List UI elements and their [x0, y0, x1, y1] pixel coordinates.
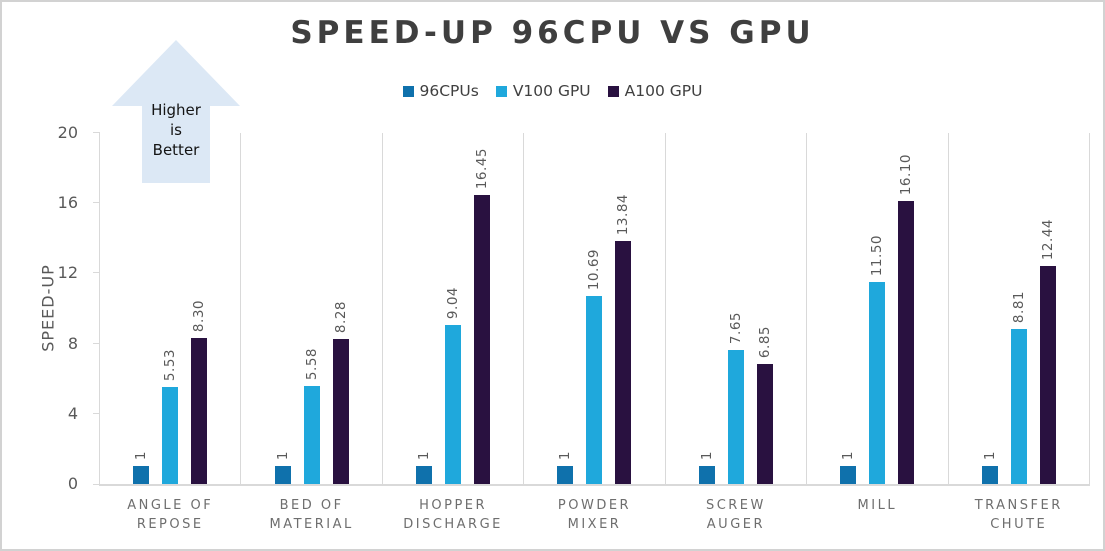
y-tick-label: 20 — [57, 123, 78, 142]
legend-swatch — [495, 85, 507, 97]
bar-96cpus: 1 — [557, 451, 574, 484]
chart-title: SPEED-UP 96CPU VS GPU — [290, 15, 815, 51]
chart-legend: 96CPUs V100 GPU A100 GPU — [2, 82, 1103, 100]
category-group: 1 5.58 8.28 BED OF MATERIAL — [241, 133, 383, 532]
bar-a100-gpu: 12.44 — [1039, 219, 1056, 484]
bar-group: 1 9.04 16.45 — [383, 133, 523, 484]
y-tick-label: 0 — [67, 474, 78, 493]
bar-v100-gpu: 9.04 — [445, 287, 462, 484]
bar-value-label: 1 — [698, 450, 715, 460]
legend-label: 96CPUs — [419, 82, 479, 100]
legend-swatch — [402, 85, 414, 97]
up-arrow-shape — [112, 40, 240, 183]
category-label: MILL — [857, 498, 898, 513]
bar-group: 1 5.53 8.30 — [100, 133, 240, 484]
bar-value-label: 5.58 — [303, 347, 320, 380]
bar-value-label: 12.44 — [1039, 218, 1056, 260]
bar-value-label: 8.28 — [332, 300, 349, 333]
bar-v100-gpu: 10.69 — [586, 249, 603, 484]
bar-value-label: 16.10 — [898, 153, 915, 195]
bar-a100-gpu: 8.30 — [191, 300, 208, 484]
bar-group: 1 8.81 12.44 — [949, 133, 1089, 484]
bar-96cpus: 1 — [274, 451, 291, 484]
category-label: TRANSFER CHUTE — [974, 498, 1063, 532]
bar-group: 1 7.65 6.85 — [666, 133, 806, 484]
bar-v100-gpu: 8.81 — [1010, 291, 1027, 484]
bar-v100-gpu: 5.58 — [303, 348, 320, 484]
legend-item: A100 GPU — [607, 82, 703, 100]
legend-label: V100 GPU — [512, 82, 591, 100]
y-tick-label: 8 — [67, 334, 78, 353]
bar-value-label: 6.85 — [756, 325, 773, 358]
category-group: 1 7.65 6.85 SCREW AUGER — [666, 133, 808, 532]
y-tick-mark — [93, 343, 100, 344]
category-label: BED OF MATERIAL — [269, 498, 354, 532]
bar-value-label: 5.53 — [162, 348, 179, 381]
category-group: 1 5.53 8.30 ANGLE OF REPOSE — [100, 133, 242, 532]
bar-96cpus: 1 — [133, 451, 150, 484]
bar-value-label: 11.50 — [869, 234, 886, 276]
bar-value-label: 7.65 — [727, 311, 744, 344]
category-group: 1 11.50 16.10 MILL — [807, 133, 949, 513]
bar-a100-gpu: 16.45 — [474, 148, 491, 484]
category-group: 1 8.81 12.44 TRANSFER CHUTE — [949, 133, 1090, 532]
y-tick-mark — [93, 413, 100, 414]
y-tick-mark — [93, 484, 100, 485]
y-tick-mark — [93, 132, 100, 133]
bar-value-label: 1 — [840, 450, 857, 460]
bar-a100-gpu: 13.84 — [615, 194, 632, 484]
bar-value-label: 1 — [133, 450, 150, 460]
legend-label: A100 GPU — [624, 82, 703, 100]
bar-a100-gpu: 8.28 — [332, 301, 349, 484]
annotation-text: Higher is Better — [151, 101, 201, 159]
bar-group: 1 10.69 13.84 — [524, 133, 664, 484]
bar-value-label: 16.45 — [474, 147, 491, 189]
bar-value-label: 8.30 — [191, 299, 208, 332]
y-tick-label: 16 — [57, 193, 78, 212]
bar-value-label: 10.69 — [586, 248, 603, 290]
bar-96cpus: 1 — [840, 451, 857, 484]
category-group: 1 10.69 13.84 POWDER MIXER — [524, 133, 666, 532]
higher-is-better-annotation: Higher is Better — [112, 40, 240, 183]
plot-area: 0 4 8 12 16 20 1 5.53 8.30 ANGLE OF REPOSE 1 5.58 8.… — [58, 124, 1090, 532]
category-label: POWDER MIXER — [557, 498, 632, 532]
bar-value-label: 1 — [557, 450, 574, 460]
bar-group: 1 11.50 16.10 — [807, 133, 947, 484]
bar-v100-gpu: 11.50 — [869, 235, 886, 484]
bar-value-label: 9.04 — [445, 286, 462, 319]
bar-v100-gpu: 7.65 — [727, 312, 744, 484]
y-tick-label: 4 — [67, 404, 78, 423]
category-label: SCREW AUGER — [705, 498, 766, 532]
bar-96cpus: 1 — [698, 451, 715, 484]
y-tick-mark — [93, 202, 100, 203]
bar-value-label: 13.84 — [615, 193, 632, 235]
y-tick-mark — [93, 272, 100, 273]
legend-item: V100 GPU — [495, 82, 591, 100]
category-label: ANGLE OF REPOSE — [127, 498, 214, 532]
legend-swatch — [607, 85, 619, 97]
bar-v100-gpu: 5.53 — [162, 349, 179, 484]
y-tick-label: 12 — [57, 263, 78, 282]
bar-group: 1 5.58 8.28 — [241, 133, 381, 484]
bar-96cpus: 1 — [981, 451, 998, 484]
category-group: 1 9.04 16.45 HOPPER DISCHARGE — [383, 133, 525, 532]
bar-value-label: 8.81 — [1010, 290, 1027, 323]
bar-value-label: 1 — [274, 450, 291, 460]
bar-value-label: 1 — [981, 450, 998, 460]
bar-96cpus: 1 — [416, 451, 433, 484]
legend-item: 96CPUs — [402, 82, 479, 100]
category-label: HOPPER DISCHARGE — [403, 498, 503, 532]
bar-a100-gpu: 6.85 — [756, 326, 773, 484]
up-arrow-icon — [112, 40, 240, 183]
bar-value-label: 1 — [416, 450, 433, 460]
bar-a100-gpu: 16.10 — [898, 154, 915, 484]
